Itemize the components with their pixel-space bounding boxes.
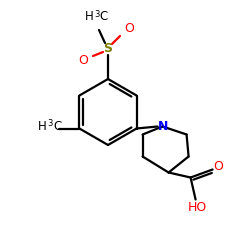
Text: 3: 3 [94,10,100,19]
Text: C: C [54,120,62,133]
Text: O: O [124,22,134,36]
Text: H: H [85,10,94,24]
Text: O: O [78,54,88,68]
Text: S: S [104,42,112,56]
Text: H: H [38,120,46,133]
Text: N: N [158,120,168,133]
Text: C: C [99,10,107,24]
Text: 3: 3 [48,120,53,128]
Text: O: O [214,160,224,173]
Text: HO: HO [188,201,207,214]
